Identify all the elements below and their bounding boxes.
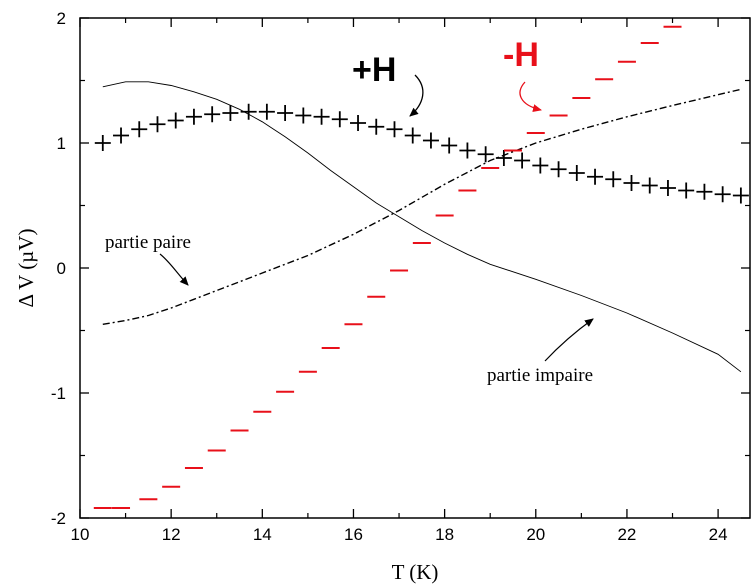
plus-h-point [204,106,221,123]
plus-h-point [94,135,111,151]
x-axis-title: T (K) [392,560,439,584]
series-markers [93,25,749,509]
plus-h-point [659,180,676,196]
plus-h-point [258,103,275,120]
plus-h-point [605,171,622,188]
plus-h-point [422,132,439,149]
x-tick-label: 22 [617,525,636,544]
x-tick-label: 14 [253,525,272,544]
plus-h-point [149,116,166,133]
x-tick-label: 16 [344,525,363,544]
y-tick-label: 2 [57,9,66,28]
plus-h-point [714,186,731,203]
plus-h-point [167,112,184,129]
plus-h-point [277,105,294,121]
plus-h-point [313,108,330,125]
x-tick-label: 12 [162,525,181,544]
y-tick-label: -1 [51,384,66,403]
plus-h-arrow [409,74,424,117]
series-lines [102,81,742,373]
plus-h-point [550,161,567,178]
plus-h-point [641,177,658,194]
plus-h-point [222,105,239,121]
plus-h-point [113,127,130,144]
partie-paire-label: partie paire [105,232,191,253]
plus-h-point [696,183,713,200]
x-tick-label: 24 [709,525,728,544]
partie-impaire-arrow [544,318,594,362]
y-tick-label: -2 [51,509,66,528]
plus-h-point [240,103,257,120]
x-tick-label: 20 [526,525,545,544]
y-axis-title: Δ V (µV) [14,229,38,308]
minus-h-arrow [519,81,542,113]
plus-h-point [532,157,549,174]
plus-h-point [732,187,749,204]
series-line-partie-impaire [102,81,742,373]
plot-frame [79,17,751,519]
plus-h-point [404,127,421,144]
y-tick-label: 0 [57,259,66,278]
plus-h-point [587,168,604,185]
plus-h-point [459,142,476,159]
plus-h-point [623,175,640,191]
x-tick-label: 10 [71,525,90,544]
plus-h-point [441,137,458,154]
plus-h-label: +H [352,51,396,89]
x-tick-label: 18 [435,525,454,544]
plus-h-point [678,182,695,199]
plus-h-point [368,118,385,135]
plus-h-point [350,115,367,131]
y-tick-label: 1 [57,134,66,153]
axis-ticks [79,17,750,519]
minus-h-label: -H [503,36,539,74]
plus-h-point [568,165,585,181]
plus-h-point [295,107,312,124]
plus-h-point [495,150,512,166]
plus-h-point [131,121,148,138]
plus-h-point [185,108,202,125]
plus-h-point [514,152,531,169]
plus-h-point [386,121,403,138]
partie-paire-arrow [159,253,189,286]
series-line-partie-paire [102,88,742,325]
partie-impaire-label: partie impaire [487,365,593,386]
plus-h-point [477,146,494,163]
plus-h-point [331,111,348,128]
